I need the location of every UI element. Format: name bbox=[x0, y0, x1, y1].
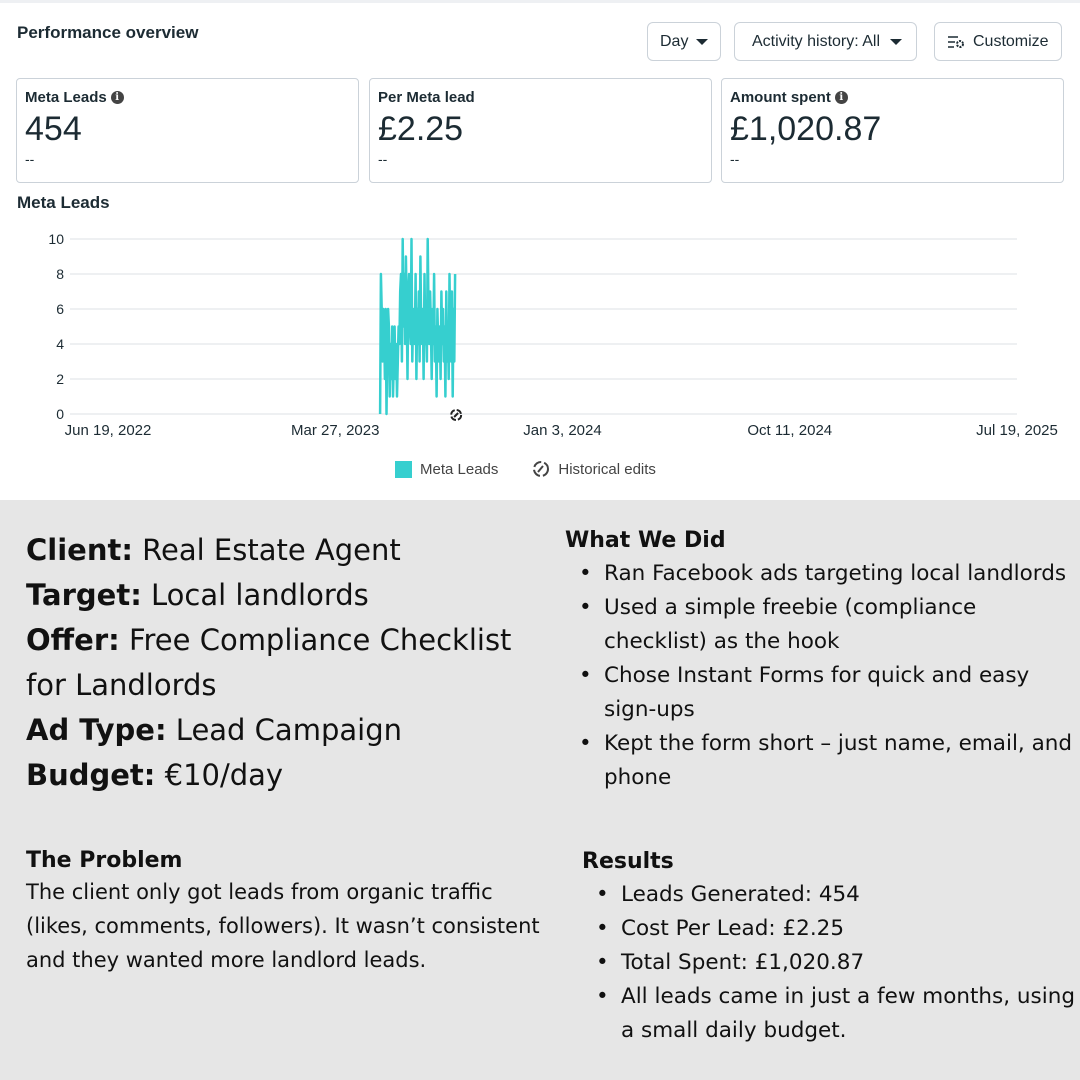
metric-value: £1,020.87 bbox=[730, 110, 882, 148]
case-facts: Client: Real Estate Agent Target: Local … bbox=[26, 528, 526, 798]
day-label: Day bbox=[660, 32, 689, 50]
list-item: Kept the form short – just name, email, … bbox=[565, 727, 1075, 795]
list-item: All leads came in just a few months, usi… bbox=[582, 980, 1077, 1048]
fact-budget: Budget: €10/day bbox=[26, 758, 284, 792]
x-tick-label: Jul 19, 2025 bbox=[976, 422, 1058, 439]
meta-leads-chart: 0 2 4 6 8 10 Jun 19, 2022 Mar 27, 2023 Jan 3, 20… bbox=[48, 231, 1058, 439]
historical-edit-marker bbox=[450, 409, 463, 421]
metric-card-meta-leads: Meta Leads i 454 -- bbox=[16, 78, 359, 183]
results-heading: Results bbox=[582, 849, 674, 874]
activity-label: Activity history: All bbox=[752, 32, 881, 50]
fact-ad-type: Ad Type: Lead Campaign bbox=[26, 713, 402, 747]
customize-label: Customize bbox=[973, 32, 1049, 50]
metric-value: 454 bbox=[25, 110, 82, 148]
x-tick-label: Jun 19, 2022 bbox=[65, 422, 152, 439]
metric-label: Meta Leads bbox=[25, 89, 107, 106]
what-we-did-heading: What We Did bbox=[565, 528, 726, 553]
problem-heading: The Problem bbox=[26, 848, 183, 873]
x-tick-label: Oct 11, 2024 bbox=[747, 422, 832, 439]
metric-comparison: -- bbox=[730, 151, 740, 167]
what-we-did-section: What We Did Ran Facebook ads targeting l… bbox=[565, 528, 1075, 795]
info-icon[interactable]: i bbox=[834, 91, 848, 104]
legend-label: Historical edits bbox=[558, 460, 656, 478]
metric-card-per-lead: Per Meta lead £2.25 -- bbox=[369, 78, 712, 183]
day-dropdown[interactable]: Day bbox=[647, 22, 722, 61]
list-item: Ran Facebook ads targeting local landlor… bbox=[565, 557, 1075, 591]
list-item: Leads Generated: 454 bbox=[582, 878, 1077, 912]
fact-offer: Offer: Free Compliance Checklist for Lan… bbox=[26, 623, 512, 702]
chart-title: Meta Leads bbox=[17, 193, 110, 212]
page-title: Performance overview bbox=[17, 23, 199, 42]
info-icon[interactable]: i bbox=[110, 91, 124, 104]
legend-item-meta-leads[interactable]: Meta Leads bbox=[395, 460, 498, 478]
problem-section: The Problem The client only got leads fr… bbox=[26, 848, 556, 977]
metric-comparison: -- bbox=[378, 151, 388, 167]
metric-value: £2.25 bbox=[378, 110, 464, 148]
legend-label: Meta Leads bbox=[420, 460, 499, 478]
chart-legend: Meta Leads Historical edits bbox=[395, 460, 656, 478]
customize-gear-icon bbox=[948, 35, 964, 48]
customize-button[interactable]: Customize bbox=[934, 22, 1062, 61]
list-item: Used a simple freebie (compliance checkl… bbox=[565, 591, 1075, 659]
historical-edits-icon bbox=[533, 461, 550, 477]
list-item: Cost Per Lead: £2.25 bbox=[582, 912, 1077, 946]
performance-panel: Performance overview Day Activity histor… bbox=[0, 0, 1080, 500]
case-study-panel: Client: Real Estate Agent Target: Local … bbox=[0, 500, 1080, 1080]
y-tick-label: 0 bbox=[56, 406, 64, 422]
legend-item-historical-edits[interactable]: Historical edits bbox=[532, 460, 656, 478]
legend-swatch bbox=[395, 460, 412, 478]
list-item: Chose Instant Forms for quick and easy s… bbox=[565, 659, 1075, 727]
results-section: Results Leads Generated: 454 Cost Per Le… bbox=[582, 849, 1077, 1048]
y-tick-label: 4 bbox=[56, 336, 64, 352]
metric-label: Per Meta lead bbox=[378, 89, 475, 106]
series-line-meta-leads bbox=[378, 237, 457, 416]
metric-card-amount-spent: Amount spent i £1,020.87 -- bbox=[721, 78, 1064, 183]
metric-comparison: -- bbox=[25, 151, 35, 167]
x-tick-label: Jan 3, 2024 bbox=[523, 422, 601, 439]
y-tick-label: 2 bbox=[56, 371, 64, 387]
x-tick-label: Mar 27, 2023 bbox=[291, 422, 379, 439]
y-tick-label: 8 bbox=[56, 266, 64, 282]
fact-target: Target: Local landlords bbox=[26, 578, 369, 612]
problem-text: The client only got leads from organic t… bbox=[26, 880, 540, 972]
metric-label: Amount spent bbox=[730, 89, 831, 106]
y-tick-label: 10 bbox=[48, 231, 64, 247]
y-tick-label: 6 bbox=[56, 301, 64, 317]
caret-down-icon bbox=[890, 38, 903, 45]
list-item: Total Spent: £1,020.87 bbox=[582, 946, 1077, 980]
fact-client: Client: Real Estate Agent bbox=[26, 533, 401, 567]
caret-down-icon bbox=[696, 38, 709, 45]
activity-history-dropdown[interactable]: Activity history: All bbox=[734, 22, 918, 61]
